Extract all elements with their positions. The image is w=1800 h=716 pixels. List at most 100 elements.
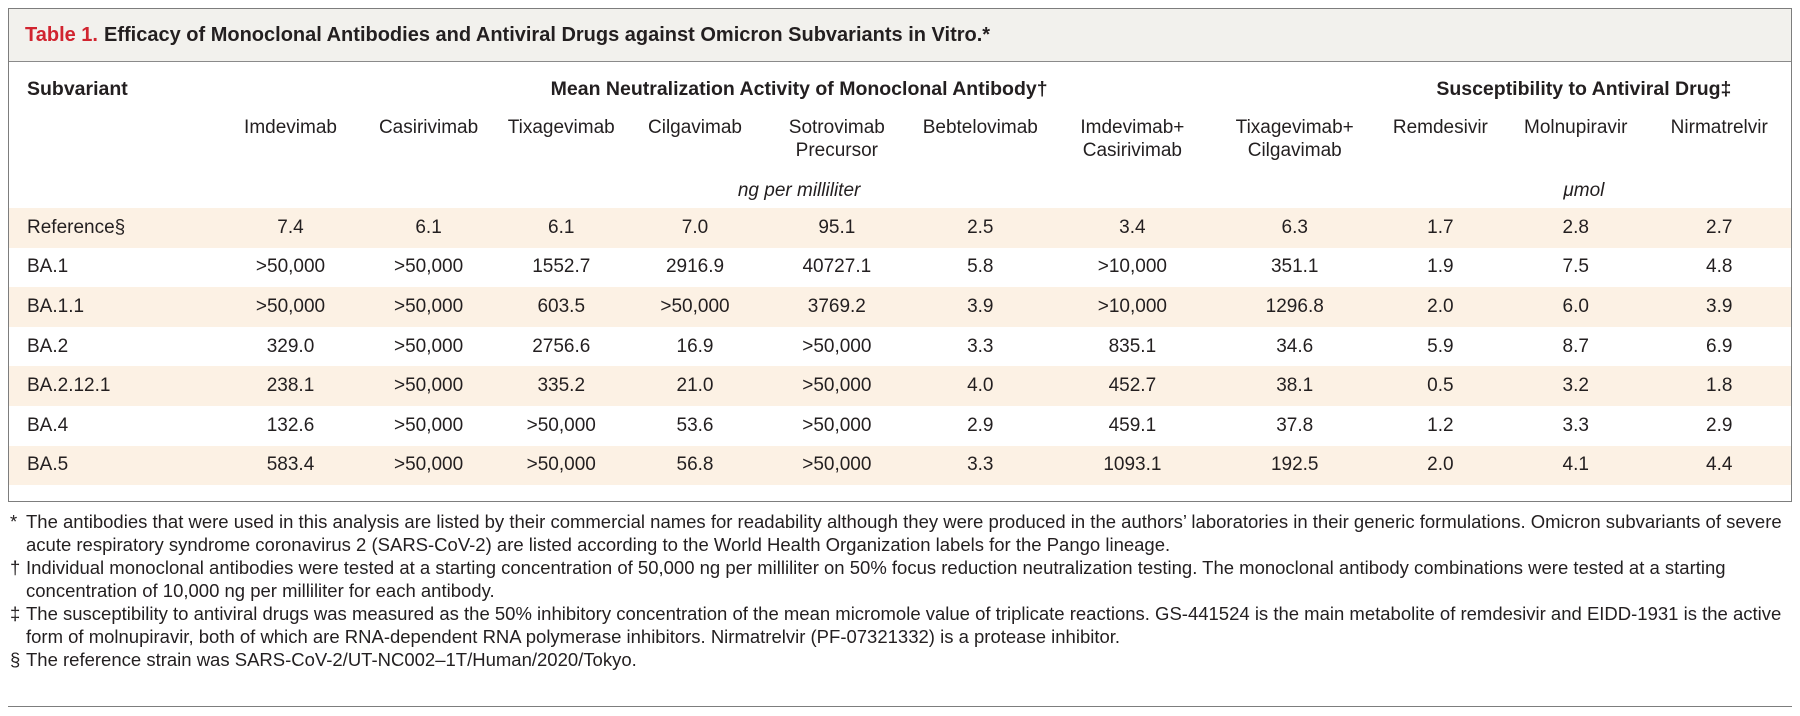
table-cell: >50,000 bbox=[802, 335, 872, 357]
column-header: Bebtelovimab bbox=[909, 110, 1052, 174]
table-row: BA.5 583.4 >50,000 >50,000 56.8 >50,000 3.3 109… bbox=[9, 445, 1791, 486]
table-cell: 7.0 bbox=[624, 208, 766, 248]
subvariant-name: BA.5 bbox=[9, 445, 222, 486]
table-cell: >50,000 bbox=[765, 445, 909, 486]
footnote-symbol: § bbox=[10, 649, 21, 670]
table-cell: 1.2 bbox=[1427, 414, 1454, 436]
table-frame: Table 1. Efficacy of Monoclonal Antibodi… bbox=[8, 8, 1792, 502]
table-cell: >50,000 bbox=[221, 287, 360, 327]
footnote: † Individual monoclonal antibodies were t… bbox=[10, 556, 1792, 602]
footnote-text: The antibodies that were used in this an… bbox=[26, 511, 1782, 555]
table-cell: 329.0 bbox=[266, 335, 315, 357]
table-cell: 132.6 bbox=[266, 414, 315, 436]
subvariant-name: Reference§ bbox=[9, 208, 222, 248]
table-cell: 0.5 bbox=[1376, 366, 1505, 406]
table-cell: >50,000 bbox=[393, 414, 464, 436]
subvariant-name: BA.2 bbox=[27, 335, 69, 357]
column-header: Remdesivir bbox=[1377, 110, 1504, 174]
table-cell: 4.8 bbox=[1706, 256, 1733, 278]
footnote: ‡ The susceptibility to antiviral drugs w… bbox=[10, 602, 1792, 648]
table-cell: >50,000 bbox=[359, 445, 498, 486]
bottom-rule bbox=[8, 706, 1792, 707]
subvariant-name: BA.4 bbox=[27, 414, 69, 436]
footnote-text: Individual monoclonal antibodies were te… bbox=[26, 557, 1726, 601]
table-cell: 21.0 bbox=[624, 366, 766, 406]
subvariant-name: BA.1 bbox=[27, 256, 69, 278]
table-cell: >10,000 bbox=[1052, 287, 1213, 327]
table-cell: >50,000 bbox=[526, 414, 596, 436]
table-cell: >50,000 bbox=[624, 287, 766, 327]
table-cell: 56.8 bbox=[624, 445, 766, 486]
footnote-text: The susceptibility to antiviral drugs wa… bbox=[26, 603, 1782, 647]
table-cell: 452.7 bbox=[1052, 366, 1213, 406]
table-cell: 2.0 bbox=[1376, 287, 1505, 327]
table-row: Reference§ 7.4 6.1 6.1 7.0 95.1 2.5 3.4 6.3 1.7 2.… bbox=[9, 208, 1791, 248]
column-header: Nirmatrelvir bbox=[1647, 110, 1791, 174]
column-header: Cilgavimab bbox=[625, 110, 765, 174]
table-cell: 3.9 bbox=[908, 287, 1053, 327]
table-cell: 6.1 bbox=[359, 208, 498, 248]
table-cell: 2756.6 bbox=[532, 335, 591, 357]
column-header-line: Remdesivir bbox=[1392, 117, 1488, 138]
table-cell: >50,000 bbox=[497, 445, 625, 486]
table-cell: 583.4 bbox=[221, 445, 360, 486]
table-cell: 1552.7 bbox=[532, 256, 591, 278]
table-cell: 1296.8 bbox=[1212, 287, 1377, 327]
table-cell: >50,000 bbox=[765, 366, 909, 406]
table-cell: 2.0 bbox=[1376, 445, 1505, 486]
table-label: Table 1. bbox=[25, 23, 98, 46]
table-cell: 835.1 bbox=[1108, 335, 1157, 357]
table-cell: 238.1 bbox=[221, 366, 360, 406]
column-header-line: Nirmatrelvir bbox=[1670, 117, 1768, 138]
table-cell: 53.6 bbox=[676, 414, 714, 436]
table-cell: 4.0 bbox=[908, 366, 1053, 406]
table-cell: 3.3 bbox=[1562, 414, 1589, 436]
table-cell: 2.9 bbox=[1706, 414, 1733, 436]
table-body: Reference§ 7.4 6.1 6.1 7.0 95.1 2.5 3.4 6.3 1.7 2.… bbox=[9, 208, 1791, 486]
column-header-line: Imdevimab+ bbox=[1080, 117, 1185, 138]
table-cell: 5.8 bbox=[967, 256, 994, 278]
footnote-symbol: * bbox=[10, 511, 18, 532]
column-header-line: Cilgavimab bbox=[648, 117, 742, 138]
table-cell: 3.3 bbox=[908, 445, 1053, 486]
table-cell: >50,000 bbox=[255, 256, 326, 278]
subvariant-header: Subvariant bbox=[27, 77, 128, 100]
column-header-line: Sotrovimab bbox=[788, 117, 885, 138]
table-cell: >50,000 bbox=[359, 366, 498, 406]
table-cell: >50,000 bbox=[359, 287, 498, 327]
column-header-line: Tixagevimab bbox=[507, 117, 615, 138]
table-cell: 3.9 bbox=[1647, 287, 1791, 327]
table-cell: 1.9 bbox=[1427, 256, 1454, 278]
table-row: BA.2.12.1 238.1 >50,000 335.2 21.0 >50,000 4.0… bbox=[9, 366, 1791, 406]
table-cell: 351.1 bbox=[1270, 256, 1319, 278]
table-cell: 7.5 bbox=[1562, 256, 1589, 278]
table-cell: >10,000 bbox=[1097, 256, 1167, 278]
table-cell: 95.1 bbox=[765, 208, 909, 248]
table-cell: 8.7 bbox=[1562, 335, 1589, 357]
footnote: § The reference strain was SARS-CoV-2/UT-… bbox=[10, 648, 1792, 671]
table-cell: 4.1 bbox=[1504, 445, 1648, 486]
column-header: Imdevimab+ Casirivimab bbox=[1052, 110, 1213, 174]
group-header-monoclonal: Mean Neutralization Activity of Monoclon… bbox=[550, 77, 1048, 100]
column-header: Tixagevimab bbox=[498, 110, 625, 174]
group-header-antiviral: Susceptibility to Antiviral Drug‡ bbox=[1436, 77, 1732, 100]
table-title: Efficacy of Monoclonal Antibodies and An… bbox=[104, 23, 991, 46]
table-cell: 5.9 bbox=[1427, 335, 1454, 357]
table-cell: 3.2 bbox=[1504, 366, 1648, 406]
table-cell: 4.4 bbox=[1647, 445, 1791, 486]
efficacy-table: Subvariant Mean Neutralization Activity … bbox=[9, 62, 1791, 486]
column-header-line: Imdevimab bbox=[244, 117, 337, 138]
table-cell: 3.4 bbox=[1052, 208, 1213, 248]
table-cell: 2.9 bbox=[967, 414, 994, 436]
column-header: Tixagevimab+ Cilgavimab bbox=[1213, 110, 1377, 174]
table-row: BA.4 132.6 >50,000 >50,000 53.6 >50,000 2.9 459… bbox=[9, 406, 1791, 446]
column-header-line: Molnupiravir bbox=[1524, 117, 1628, 138]
column-header: Imdevimab bbox=[221, 110, 359, 174]
unit-monoclonal: ng per milliliter bbox=[737, 180, 861, 201]
table-row: BA.1.1 >50,000 >50,000 603.5 >50,000 3769.2 3.… bbox=[9, 287, 1791, 327]
footnote-symbol: ‡ bbox=[10, 603, 21, 624]
footnote: * The antibodies that were used in this a… bbox=[10, 510, 1792, 556]
column-header-row: Imdevimab Casirivimab Tixagevimab Cilgavima… bbox=[9, 110, 1791, 174]
table-cell: 16.9 bbox=[676, 335, 714, 357]
footnote-text: The reference strain was SARS-CoV-2/UT-N… bbox=[26, 649, 637, 670]
